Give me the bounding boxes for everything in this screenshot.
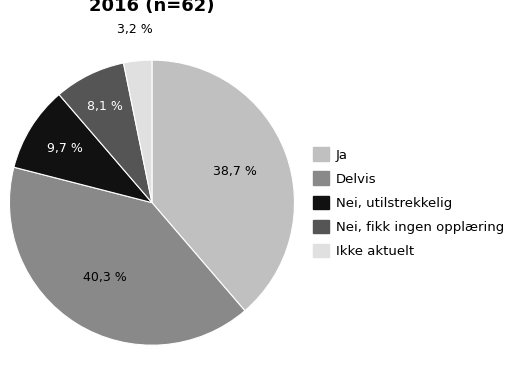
Wedge shape [124,60,152,203]
Text: 40,3 %: 40,3 % [83,271,127,284]
Legend: Ja, Delvis, Nei, utilstrekkelig, Nei, fikk ingen opplæring, Ikke aktuelt: Ja, Delvis, Nei, utilstrekkelig, Nei, fi… [308,142,509,263]
Title: Tilstrekkelig opplæring ved ansettelse i
2016 (n=62): Tilstrekkelig opplæring ved ansettelse i… [0,0,354,15]
Text: 3,2 %: 3,2 % [117,23,152,36]
Wedge shape [152,60,294,311]
Text: 38,7 %: 38,7 % [213,166,257,178]
Wedge shape [14,95,152,203]
Text: 9,7 %: 9,7 % [47,142,83,155]
Wedge shape [9,167,245,345]
Text: 8,1 %: 8,1 % [87,100,123,113]
Wedge shape [59,63,152,203]
